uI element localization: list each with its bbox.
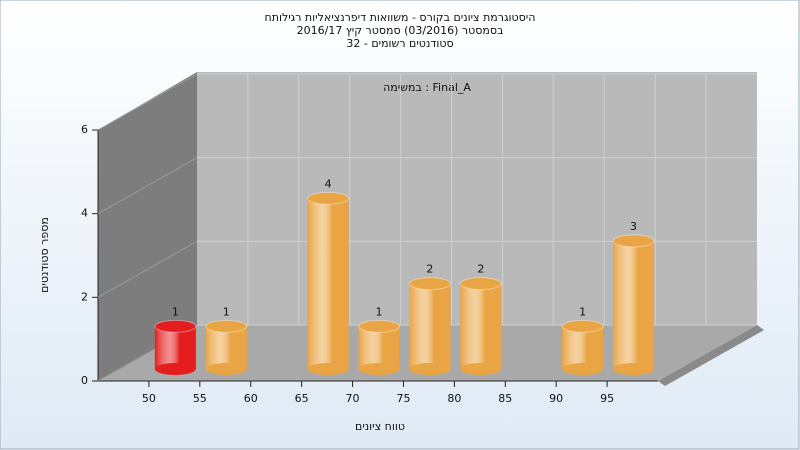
grid-line xyxy=(97,240,198,298)
bar-shade xyxy=(358,326,400,369)
chart-subtitle: בסמסטר (03/2016) סמסטר קיץ 2016/17 xyxy=(297,24,504,37)
chart-title: היסטוגרמת ציונים בקורס - משוואות דיפרנצי… xyxy=(265,11,536,24)
bar-bottom xyxy=(562,363,604,375)
annotation: במשימה : Final_A xyxy=(383,81,471,94)
chart-subtitle: סטודנטים רשומים - 32 xyxy=(346,37,453,50)
bar xyxy=(561,319,604,375)
bar-top xyxy=(612,234,655,248)
bar xyxy=(205,319,248,375)
x-tick-label: 65 xyxy=(295,392,309,405)
y-axis-label: מספר סטודנטים xyxy=(38,217,51,293)
bar-bottom xyxy=(205,363,247,375)
data-label: 1 xyxy=(172,305,179,318)
bar-top xyxy=(307,191,350,205)
y-tick-label: 4 xyxy=(81,207,88,220)
bar-shade xyxy=(460,283,502,369)
x-tick-label: 60 xyxy=(244,392,258,405)
bar-top xyxy=(459,277,502,291)
x-tick-label: 75 xyxy=(396,392,410,405)
bar-bottom xyxy=(154,363,196,375)
data-label: 3 xyxy=(630,220,637,233)
bar-bottom xyxy=(358,363,400,375)
bar xyxy=(358,319,400,375)
bar-bottom xyxy=(613,363,655,375)
bar-bottom xyxy=(307,363,349,375)
bar-bottom xyxy=(409,363,451,375)
x-axis-label: טווח ציונים xyxy=(355,420,405,433)
grid-line xyxy=(97,157,198,215)
bar-shade xyxy=(613,240,654,369)
data-label: 1 xyxy=(376,305,383,318)
y-tick-label: 6 xyxy=(81,123,88,136)
bar-top xyxy=(408,277,451,291)
bar-top xyxy=(358,319,400,333)
bar-shade xyxy=(562,326,604,369)
data-label: 4 xyxy=(325,177,332,190)
x-tick-label: 70 xyxy=(346,392,360,405)
bar-bottom xyxy=(460,363,502,375)
x-tick-label: 90 xyxy=(549,392,563,405)
data-label: 1 xyxy=(223,305,230,318)
bar xyxy=(612,234,655,375)
bar xyxy=(408,277,451,375)
x-tick-label: 50 xyxy=(142,392,156,405)
data-label: 2 xyxy=(426,263,433,276)
x-tick-label: 80 xyxy=(447,392,461,405)
bar xyxy=(154,319,197,375)
x-tick-label: 55 xyxy=(193,392,207,405)
grid-line xyxy=(97,73,198,131)
bar-top xyxy=(561,319,604,333)
x-tick-label: 95 xyxy=(600,392,614,405)
x-tick-label: 85 xyxy=(498,392,512,405)
bar-shade xyxy=(154,326,196,369)
bar-shade xyxy=(307,198,349,369)
data-label: 1 xyxy=(579,305,586,318)
bar-shade xyxy=(205,326,247,369)
bar xyxy=(307,191,350,375)
y-tick-label: 2 xyxy=(81,290,88,303)
bar-top xyxy=(205,319,248,333)
left-wall xyxy=(98,72,197,381)
bar xyxy=(459,277,502,375)
data-label: 2 xyxy=(477,263,484,276)
floor-edge xyxy=(658,325,764,386)
y-tick-label: 0 xyxy=(81,374,88,387)
bar-top xyxy=(154,319,197,333)
bar-shade xyxy=(409,283,451,369)
